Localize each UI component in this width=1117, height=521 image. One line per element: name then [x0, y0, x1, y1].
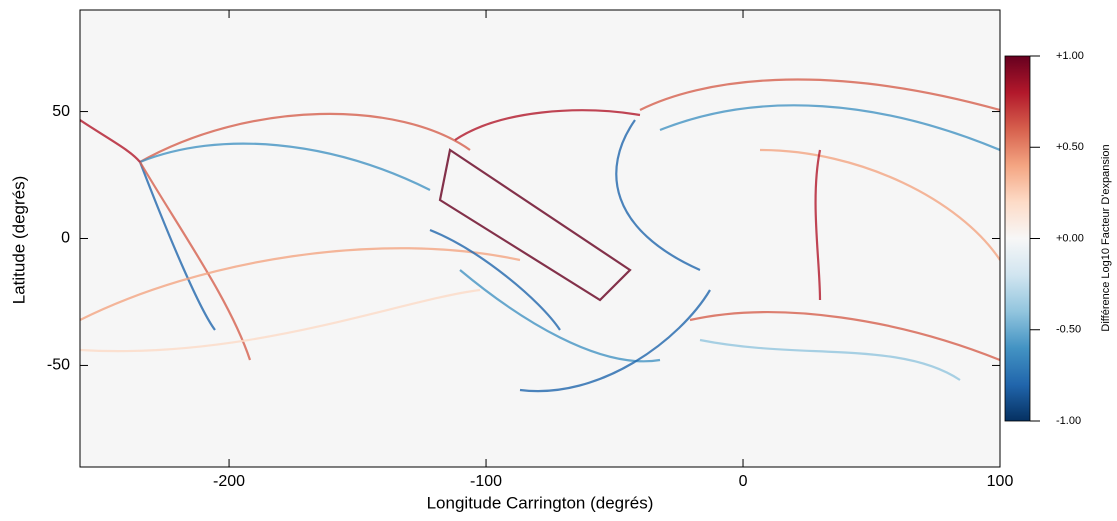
field-structure [659, 104, 1000, 152]
colorbar-tick-label: +0.50 [1056, 141, 1084, 153]
y-axis-title: Latitude (degrés) [9, 176, 28, 305]
field-structure [814, 149, 822, 301]
colorbar: Différence Log10 Facteur D'expansion +1.… [1004, 50, 1112, 427]
colorbar-tick-label: -0.50 [1056, 324, 1081, 336]
y-tick-label: -50 [47, 357, 70, 374]
y-tick-label: 0 [61, 230, 70, 247]
field-structure [689, 311, 1000, 362]
colorbar-tick-label: -1.00 [1056, 415, 1081, 427]
field-structure [699, 338, 961, 381]
field-structure [438, 148, 632, 302]
field-structure [759, 148, 1000, 261]
x-tick-label: -100 [470, 473, 502, 490]
field-structure [80, 119, 141, 163]
field-structure [80, 288, 481, 353]
x-tick-label: 100 [987, 473, 1014, 490]
field-structure [615, 119, 701, 272]
field-structure [139, 161, 252, 361]
field-structure [80, 247, 521, 321]
field-structure [139, 112, 471, 163]
colorbar-tick-label: +0.00 [1056, 232, 1084, 244]
x-tick-label: 0 [739, 473, 748, 490]
x-axis-title: Longitude Carrington (degrés) [427, 493, 654, 512]
field-structure [519, 289, 711, 393]
field-map [80, 78, 1000, 393]
field-structure [429, 228, 561, 331]
field-structure [138, 161, 216, 331]
field-structure [639, 78, 1000, 112]
field-structure [454, 109, 641, 141]
y-tick-label: 50 [52, 103, 70, 120]
colorbar-scale [1004, 55, 1031, 422]
colorbar-tick-label: +1.00 [1056, 50, 1084, 62]
colorbar-title: Différence Log10 Facteur D'expansion [1100, 144, 1112, 331]
field-structure [139, 142, 431, 191]
x-tick-label: -200 [213, 473, 245, 490]
plot-area [80, 10, 1000, 467]
